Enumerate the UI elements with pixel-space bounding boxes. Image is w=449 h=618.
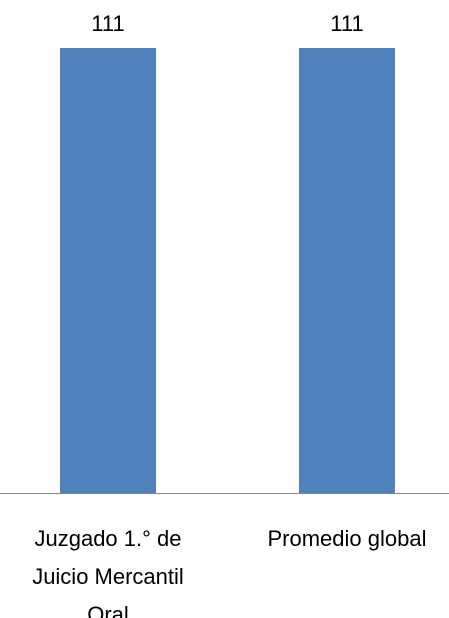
bar-0 — [60, 48, 156, 493]
category-label-line: Oral — [87, 602, 129, 618]
category-label-line: Juzgado 1.° de — [34, 526, 181, 551]
data-label-0: 111 — [91, 11, 124, 36]
data-label-1: 111 — [330, 11, 363, 36]
category-label-0: Juzgado 1.° de Juicio Mercantil Oral — [32, 526, 184, 618]
bar-1 — [299, 48, 395, 493]
category-label-line: Juicio Mercantil — [32, 564, 184, 589]
category-label-line: Promedio global — [268, 526, 427, 551]
category-label-1: Promedio global — [268, 526, 427, 551]
